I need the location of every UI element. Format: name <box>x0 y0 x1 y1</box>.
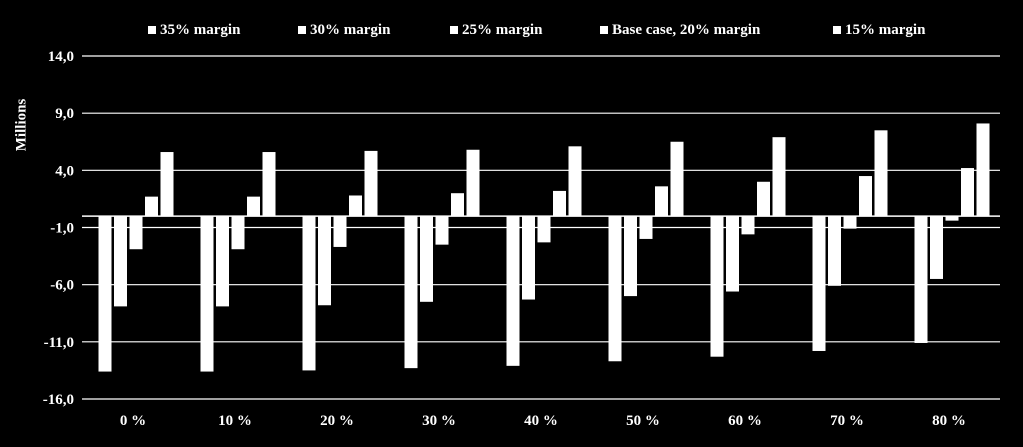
bar <box>772 137 786 217</box>
legend-swatch <box>450 26 458 34</box>
bar <box>522 216 535 300</box>
bar <box>435 216 449 245</box>
x-tick-label: 80 % <box>932 413 966 429</box>
y-tick-label: 4,0 <box>55 163 74 179</box>
legend-item-base: Base case, 20% margin <box>600 18 760 42</box>
x-tick-label: 30 % <box>422 413 456 429</box>
y-tick-label: -16,0 <box>43 392 74 408</box>
bar <box>114 216 127 307</box>
bar <box>466 149 480 217</box>
bar <box>404 216 418 369</box>
bar <box>710 216 724 357</box>
bar <box>231 216 245 250</box>
bar <box>961 168 974 217</box>
legend-item-15: 15% margin <box>833 18 925 42</box>
bar <box>318 216 331 306</box>
x-tick-label: 40 % <box>524 413 558 429</box>
legend-swatch <box>148 26 156 34</box>
bar <box>608 216 622 362</box>
bar <box>216 216 229 307</box>
bar <box>200 216 214 372</box>
x-tick-label: 0 % <box>120 413 146 429</box>
bar <box>537 216 551 243</box>
bar <box>553 190 566 217</box>
bar <box>639 216 653 239</box>
legend-swatch <box>298 26 306 34</box>
bar <box>757 181 770 217</box>
bar <box>145 196 158 217</box>
bar <box>874 130 888 217</box>
bar <box>930 216 943 279</box>
bar <box>420 216 433 302</box>
bar <box>247 196 260 217</box>
legend-label: 15% margin <box>845 21 926 38</box>
bar <box>624 216 637 297</box>
bar <box>333 216 347 247</box>
x-tick-label: 60 % <box>728 413 762 429</box>
x-tick-label: 70 % <box>830 413 864 429</box>
bar <box>828 216 841 286</box>
bar <box>160 152 174 217</box>
bar <box>741 216 755 235</box>
bar <box>812 216 826 351</box>
y-tick-label: -6,0 <box>50 278 74 294</box>
legend-item-25: 25% margin <box>450 18 542 42</box>
legend-label: 35% margin <box>160 21 241 38</box>
y-tick-label: 9,0 <box>55 106 74 122</box>
legend: 35% margin 30% margin 25% margin Base ca… <box>0 18 1023 42</box>
bar <box>655 186 668 217</box>
bar <box>451 193 464 217</box>
legend-label: Base case, 20% margin <box>612 21 761 38</box>
legend-item-35: 35% margin <box>148 18 240 42</box>
legend-swatch <box>833 26 841 34</box>
bar <box>302 216 316 371</box>
bar <box>568 146 582 217</box>
bar <box>859 176 872 217</box>
bar <box>976 123 990 217</box>
bar <box>914 216 928 343</box>
bar <box>349 195 362 217</box>
x-tick-label: 10 % <box>218 413 252 429</box>
y-tick-label: -1,0 <box>50 221 74 237</box>
bar <box>506 216 520 366</box>
x-tick-label: 20 % <box>320 413 354 429</box>
bar <box>670 141 684 217</box>
y-tick-label: -11,0 <box>44 335 74 351</box>
legend-label: 30% margin <box>310 21 391 38</box>
legend-item-30: 30% margin <box>298 18 390 42</box>
bar <box>843 216 857 229</box>
y-tick-label: 14,0 <box>48 49 74 65</box>
bar <box>945 216 959 221</box>
bar <box>364 150 378 217</box>
bar <box>262 152 276 217</box>
x-tick-label: 50 % <box>626 413 660 429</box>
legend-swatch <box>600 26 608 34</box>
legend-label: 25% margin <box>462 21 543 38</box>
bar <box>129 216 143 250</box>
bar <box>726 216 739 292</box>
bar <box>98 216 112 372</box>
